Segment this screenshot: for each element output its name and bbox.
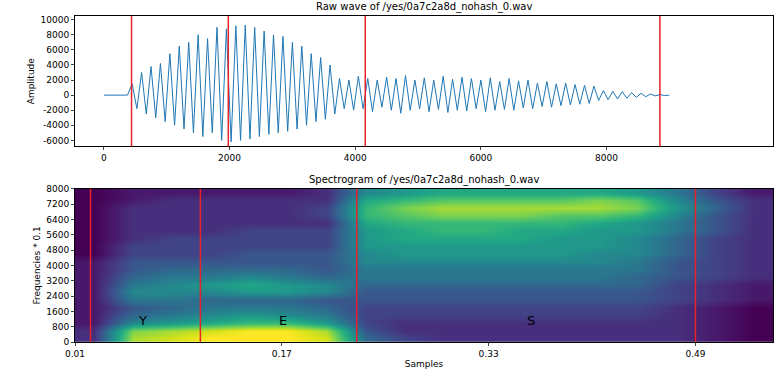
svg-text:Samples: Samples: [405, 359, 444, 369]
svg-text:Frequencies * 0.1: Frequencies * 0.1: [32, 226, 42, 304]
svg-text:2400: 2400: [46, 291, 69, 301]
svg-text:S: S: [527, 313, 535, 328]
svg-text:0.33: 0.33: [479, 349, 499, 359]
svg-text:0.01: 0.01: [65, 349, 85, 359]
svg-text:10000: 10000: [41, 15, 70, 25]
svg-text:Amplitude: Amplitude: [26, 58, 36, 105]
svg-text:2000: 2000: [218, 153, 241, 163]
svg-text:7200: 7200: [46, 199, 69, 209]
svg-text:8000: 8000: [46, 30, 69, 40]
svg-text:4000: 4000: [46, 60, 69, 70]
svg-text:2000: 2000: [46, 75, 69, 85]
svg-text:0: 0: [63, 337, 69, 347]
svg-text:4800: 4800: [46, 245, 69, 255]
svg-text:-6000: -6000: [43, 136, 69, 146]
svg-text:-2000: -2000: [43, 105, 69, 115]
svg-text:Y: Y: [138, 313, 147, 328]
svg-text:6000: 6000: [46, 45, 69, 55]
svg-text:4000: 4000: [46, 261, 69, 271]
svg-text:Raw wave of /yes/0a7c2a8d_noha: Raw wave of /yes/0a7c2a8d_nohash_0.wav: [316, 1, 532, 13]
svg-text:0: 0: [63, 90, 69, 100]
svg-text:0.17: 0.17: [272, 349, 292, 359]
svg-text:3200: 3200: [46, 276, 69, 286]
svg-text:0.49: 0.49: [685, 349, 705, 359]
svg-text:E: E: [279, 313, 287, 328]
svg-text:1600: 1600: [46, 307, 69, 317]
svg-text:6000: 6000: [469, 153, 492, 163]
svg-text:-4000: -4000: [43, 120, 69, 130]
svg-text:Spectrogram of /yes/0a7c2a8d_n: Spectrogram of /yes/0a7c2a8d_nohash_0.wa…: [309, 174, 539, 186]
svg-text:800: 800: [52, 322, 69, 332]
svg-text:4000: 4000: [344, 153, 367, 163]
svg-text:5600: 5600: [46, 230, 69, 240]
svg-text:6400: 6400: [46, 215, 69, 225]
svg-text:8000: 8000: [595, 153, 618, 163]
svg-text:8000: 8000: [46, 184, 69, 194]
svg-text:0: 0: [101, 153, 107, 163]
